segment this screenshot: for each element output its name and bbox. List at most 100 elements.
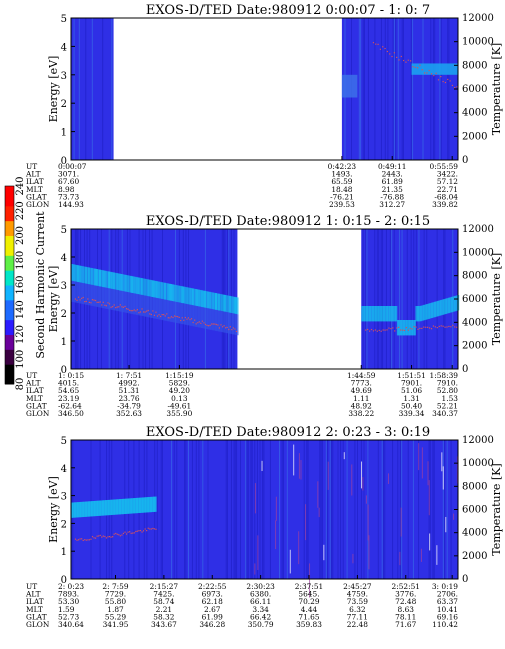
band [154, 297, 157, 319]
band [179, 302, 182, 324]
data-streak [447, 18, 449, 160]
temperature-point [138, 312, 140, 314]
data-streak [185, 440, 187, 579]
data-streak [250, 440, 252, 579]
colorbar-swatch [5, 260, 14, 266]
band [122, 291, 125, 313]
spike [300, 460, 302, 480]
band [231, 296, 234, 314]
temperature-point [204, 323, 207, 326]
info-row-label: MLT [26, 605, 43, 614]
temperature-point [81, 297, 83, 299]
band [410, 320, 413, 336]
colorbar-tick-label: 80 [15, 378, 26, 391]
band [153, 280, 156, 298]
band [384, 306, 387, 322]
temperature-point [129, 309, 131, 311]
band [218, 310, 221, 332]
band [98, 500, 101, 516]
info-cell: 57.12 [437, 177, 458, 186]
band [441, 299, 444, 315]
temperature-point [93, 299, 95, 301]
band [112, 289, 115, 311]
colorbar-tick-label: 200 [15, 226, 26, 245]
info-cell: 66.42 [250, 612, 271, 621]
temperature-point [146, 310, 148, 312]
band [437, 300, 440, 317]
data-streak [321, 440, 323, 579]
band [216, 310, 219, 332]
temperature-point [98, 301, 100, 303]
temperature-point [232, 327, 234, 329]
band [142, 497, 145, 513]
data-streak [436, 229, 438, 369]
temperature-point [393, 52, 395, 54]
band [205, 291, 208, 308]
temperature-point [423, 326, 425, 328]
info-cell: 343.67 [151, 620, 177, 629]
band [105, 500, 108, 516]
band [176, 302, 179, 324]
y2-tick-label: 8000 [462, 271, 487, 282]
data-streak [403, 18, 404, 160]
data-streak [173, 440, 175, 579]
data-streak [374, 229, 376, 369]
temperature-point [74, 298, 77, 300]
data-streak [383, 440, 384, 579]
temperature-point [428, 327, 431, 329]
temperature-point [415, 326, 417, 328]
data-streak [188, 440, 189, 579]
spike [365, 495, 367, 504]
temperature-point [91, 299, 94, 301]
band [160, 298, 163, 320]
temperature-point [401, 329, 404, 331]
spike [305, 504, 307, 541]
band [194, 289, 197, 306]
temperature-point [116, 306, 118, 308]
band [379, 306, 382, 322]
temperature-point [115, 307, 117, 309]
band [118, 290, 121, 312]
temperature-point [229, 326, 231, 328]
info-cell: -49.61 [168, 401, 192, 410]
info-cell: 2.21 [156, 605, 172, 614]
band [208, 291, 211, 309]
band [114, 272, 117, 290]
spike [442, 466, 444, 490]
band [221, 294, 224, 312]
temperature-point [386, 50, 388, 53]
data-streak [85, 18, 87, 160]
band [122, 498, 125, 515]
band [162, 299, 165, 321]
band [112, 272, 115, 290]
temperature-point [172, 316, 174, 319]
band [106, 499, 109, 516]
temperature-point [142, 311, 145, 313]
band [375, 306, 378, 322]
band [404, 320, 407, 336]
data-streak [269, 440, 271, 579]
temperature-point [389, 53, 391, 55]
data-streak [364, 18, 365, 160]
y-tick-label: 3 [61, 71, 67, 82]
info-cell: 3422. [437, 170, 458, 179]
temperature-point [141, 531, 143, 533]
data-streak [418, 229, 420, 369]
band [236, 297, 239, 315]
temperature-point [201, 320, 204, 322]
band [131, 276, 134, 293]
y-tick-label: 0 [61, 575, 67, 586]
data-streak [377, 440, 379, 579]
data-streak [389, 229, 391, 369]
data-streak [279, 440, 280, 579]
spike [441, 452, 443, 472]
temperature-point [170, 316, 173, 318]
info-cell: 1:51:51 [397, 371, 426, 380]
band [83, 266, 86, 284]
temperature-point [177, 316, 179, 318]
band [74, 502, 77, 518]
info-cell: 2:15:27 [150, 582, 179, 591]
band [341, 74, 358, 98]
info-cell: 1:44:59 [347, 371, 376, 380]
